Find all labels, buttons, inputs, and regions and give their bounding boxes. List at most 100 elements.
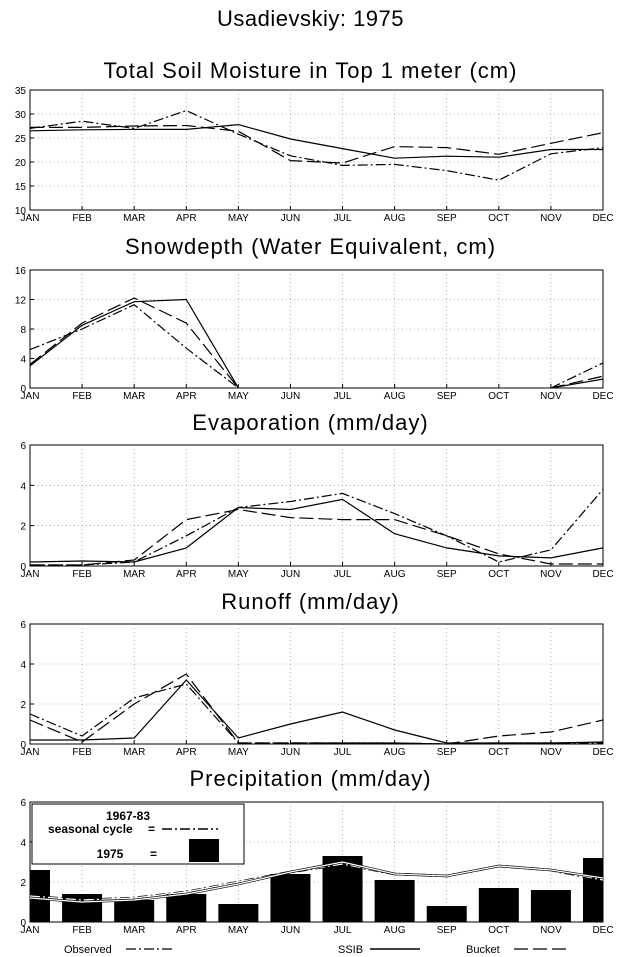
x-tick-label-3-9: OCT — [488, 747, 509, 758]
x-tick-label-3-7: AUG — [384, 747, 406, 758]
bar-4-10 — [530, 890, 571, 922]
y-tick-label-2-3: 6 — [20, 441, 26, 452]
bar-4-4 — [218, 904, 259, 922]
x-tick-label-1-5: JUN — [281, 391, 300, 402]
y-tick-label-0-5: 35 — [15, 86, 27, 97]
x-tick-label-0-10: NOV — [540, 213, 562, 224]
x-tick-label-0-0: JAN — [21, 213, 40, 224]
x-tick-label-2-2: MAR — [123, 569, 145, 580]
y-tick-label-3-0: 0 — [20, 740, 26, 751]
bar-4-5 — [270, 874, 311, 922]
y-tick-label-1-0: 0 — [20, 384, 26, 395]
bar-4-2 — [114, 900, 155, 922]
x-tick-label-0-9: OCT — [488, 213, 509, 224]
plot-frame-1 — [29, 269, 604, 389]
x-tick-label-0-11: DEC — [592, 213, 613, 224]
panel-title-precipitation: Precipitation (mm/day) — [189, 766, 432, 791]
plot-frame-2 — [29, 444, 604, 567]
y-tick-label-0-3: 25 — [15, 134, 27, 145]
series-line-0-0 — [29, 123, 603, 159]
x-tick-label-1-8: SEP — [437, 391, 457, 402]
series-line-1-1 — [29, 297, 604, 389]
x-tick-label-1-10: NOV — [540, 391, 562, 402]
series-line-2-2 — [30, 489, 604, 566]
x-tick-label-2-3: APR — [176, 569, 197, 580]
bar-4-3 — [166, 894, 207, 922]
x-tick-label-1-2: MAR — [123, 391, 145, 402]
series-line-2-0 — [29, 498, 604, 563]
precip-legend-cycle-label: seasonal cycle — [48, 822, 133, 836]
series-line-3-2 — [29, 683, 603, 745]
x-tick-label-4-5: JUN — [281, 925, 300, 936]
series-line-4-1 — [29, 861, 604, 903]
panel-title-snowdepth: Snowdepth (Water Equivalent, cm) — [124, 234, 497, 259]
x-tick-label-0-1: FEB — [72, 213, 92, 224]
y-tick-label-1-4: 16 — [15, 266, 27, 277]
x-tick-label-2-4: MAY — [228, 569, 249, 580]
y-tick-label-1-1: 4 — [20, 355, 26, 366]
x-tick-label-2-10: NOV — [540, 569, 562, 580]
x-tick-label-1-4: MAY — [228, 391, 249, 402]
x-tick-label-3-4: MAY — [228, 747, 249, 758]
x-tick-label-1-11: DEC — [592, 391, 613, 402]
x-tick-label-4-2: MAR — [123, 925, 145, 936]
x-tick-label-4-6: JUL — [334, 925, 352, 936]
y-tick-label-0-4: 30 — [15, 110, 27, 121]
y-tick-label-2-0: 0 — [20, 562, 26, 573]
x-tick-label-1-1: FEB — [72, 391, 92, 402]
x-tick-label-2-9: OCT — [488, 569, 509, 580]
bar-4-9 — [478, 888, 519, 922]
x-tick-label-3-10: NOV — [540, 747, 562, 758]
x-tick-label-2-1: FEB — [72, 569, 92, 580]
legend-observed-label: Observed — [64, 944, 112, 956]
x-tick-label-1-7: AUG — [384, 391, 406, 402]
y-tick-label-4-1: 2 — [20, 878, 26, 889]
x-tick-label-3-3: APR — [176, 747, 197, 758]
x-tick-label-0-6: JUL — [334, 213, 352, 224]
y-tick-label-1-2: 8 — [20, 325, 26, 336]
x-tick-label-4-1: FEB — [72, 925, 92, 936]
x-tick-label-2-7: AUG — [384, 569, 406, 580]
x-tick-label-4-11: DEC — [592, 925, 613, 936]
x-tick-label-1-0: JAN — [21, 391, 40, 402]
y-tick-label-0-1: 15 — [15, 182, 27, 193]
y-tick-label-3-1: 2 — [20, 700, 26, 711]
y-tick-label-4-2: 4 — [20, 838, 26, 849]
y-tick-label-0-0: 10 — [15, 206, 27, 217]
x-tick-label-4-0: JAN — [21, 925, 40, 936]
panel-title-evaporation: Evaporation (mm/day) — [192, 410, 429, 435]
y-tick-label-3-2: 4 — [20, 660, 26, 671]
page-title: Usadievskiy: 1975 — [216, 6, 405, 31]
precip-legend-eq-1: = — [148, 822, 155, 836]
series-line-0-2 — [29, 109, 604, 181]
y-tick-label-4-0: 0 — [20, 918, 26, 929]
y-tick-label-2-1: 2 — [20, 522, 26, 533]
x-tick-label-2-6: JUL — [334, 569, 352, 580]
x-tick-label-3-11: DEC — [592, 747, 613, 758]
precip-legend-year: 1975 — [97, 847, 124, 861]
y-tick-label-2-2: 4 — [20, 481, 26, 492]
x-tick-label-4-10: NOV — [540, 925, 562, 936]
bar-4-7 — [374, 880, 415, 922]
x-tick-label-3-8: SEP — [437, 747, 457, 758]
x-tick-label-1-3: APR — [176, 391, 197, 402]
plot-frame-3 — [29, 623, 604, 745]
series-line-1-2 — [29, 303, 604, 389]
x-tick-label-1-9: OCT — [488, 391, 509, 402]
x-tick-label-0-8: SEP — [437, 213, 457, 224]
x-tick-label-0-7: AUG — [384, 213, 406, 224]
x-tick-label-0-2: MAR — [123, 213, 145, 224]
x-tick-label-3-6: JUL — [334, 747, 352, 758]
x-tick-label-2-0: JAN — [21, 569, 40, 580]
panel-title-soil-moisture: Total Soil Moisture in Top 1 meter (cm) — [103, 58, 518, 83]
y-tick-label-1-3: 12 — [15, 296, 27, 307]
x-tick-label-4-7: AUG — [384, 925, 406, 936]
bar-4-11 — [583, 858, 603, 922]
x-tick-label-0-4: MAY — [228, 213, 249, 224]
precip-legend-period: 1967-83 — [106, 809, 150, 823]
x-tick-label-3-0: JAN — [21, 747, 40, 758]
x-tick-label-2-11: DEC — [592, 569, 613, 580]
precip-legend-eq-2: = — [150, 847, 157, 861]
x-tick-label-0-5: JUN — [281, 213, 300, 224]
